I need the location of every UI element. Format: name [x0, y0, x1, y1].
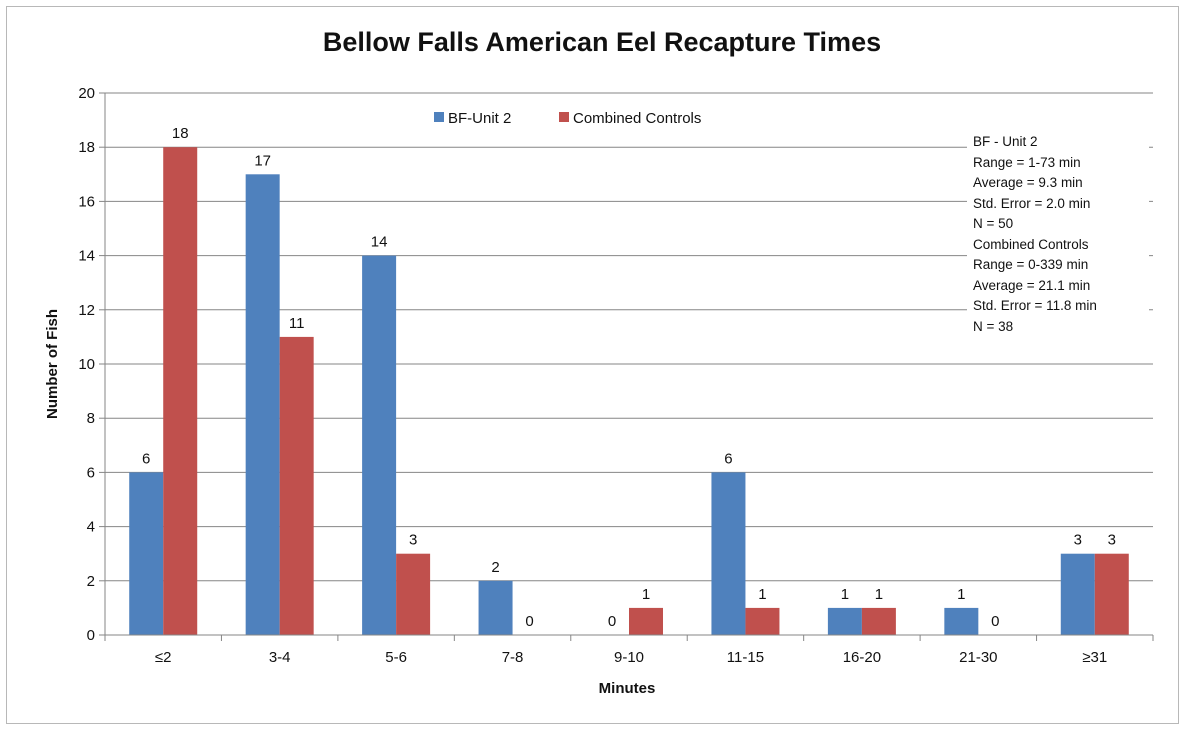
- bar: [711, 472, 746, 635]
- legend-swatch-combined-controls: [559, 112, 569, 122]
- annotation-line: Combined Controls: [973, 237, 1089, 252]
- data-label: 0: [991, 613, 999, 630]
- y-axis-title: Number of Fish: [44, 309, 61, 419]
- legend-label-bf-unit-2: BF-Unit 2: [448, 110, 511, 127]
- y-tick-label: 0: [87, 627, 95, 644]
- x-tick-label: 7-8: [502, 649, 524, 666]
- data-label: 6: [142, 450, 150, 467]
- data-label: 6: [724, 450, 732, 467]
- annotation-line: Average = 9.3 min: [973, 175, 1083, 190]
- bar: [362, 255, 397, 635]
- data-label: 0: [608, 613, 616, 630]
- bar: [629, 607, 663, 635]
- bar: [129, 472, 164, 635]
- x-tick-label: 9-10: [614, 649, 644, 666]
- legend: BF-Unit 2 Combined Controls: [434, 110, 701, 127]
- annotation-line: N = 38: [973, 319, 1013, 334]
- bar: [827, 607, 862, 635]
- bar: [1094, 553, 1129, 635]
- data-label: 1: [758, 586, 766, 603]
- y-tick-label: 18: [78, 139, 95, 156]
- bar: [478, 580, 513, 635]
- y-tick-label: 2: [87, 573, 95, 590]
- x-tick-label: ≥31: [1082, 649, 1107, 666]
- y-tick-label: 4: [87, 519, 95, 536]
- data-label: 3: [1074, 532, 1082, 549]
- bar: [245, 174, 280, 636]
- annotation-line: BF - Unit 2: [973, 134, 1038, 149]
- data-label: 3: [1108, 532, 1116, 549]
- data-label: 17: [254, 152, 271, 169]
- annotation-line: Std. Error = 11.8 min: [973, 298, 1097, 313]
- chart-frame: [6, 6, 1179, 724]
- y-tick-label: 8: [87, 410, 95, 427]
- annotation-line: Std. Error = 2.0 min: [973, 196, 1090, 211]
- annotation-background: [967, 128, 1149, 338]
- x-tick-label: 21-30: [959, 649, 997, 666]
- bar: [944, 607, 979, 635]
- y-tick-label: 10: [78, 356, 95, 373]
- statistics-annotation: BF - Unit 2 Range = 1-73 min Average = 9…: [967, 128, 1149, 338]
- data-label: 1: [875, 586, 883, 603]
- x-tick-label: ≤2: [155, 649, 172, 666]
- x-tick-label: 5-6: [385, 649, 407, 666]
- legend-label-combined-controls: Combined Controls: [573, 110, 701, 127]
- annotation-line: N = 50: [973, 216, 1013, 231]
- data-label: 1: [642, 586, 650, 603]
- bar: [1060, 553, 1095, 635]
- annotation-line: Average = 21.1 min: [973, 278, 1090, 293]
- x-axis-title: Minutes: [599, 680, 656, 697]
- bars: [129, 147, 1129, 636]
- data-label: 1: [957, 586, 965, 603]
- bar: [861, 607, 896, 635]
- y-tick-label: 16: [78, 193, 95, 210]
- data-label: 14: [371, 234, 388, 251]
- data-label: 11: [289, 315, 305, 332]
- y-tick-label: 14: [78, 248, 95, 265]
- data-label: 1: [841, 586, 849, 603]
- data-label: 18: [172, 125, 189, 142]
- data-label: 3: [409, 532, 417, 549]
- data-label: 0: [525, 613, 533, 630]
- data-label: 2: [491, 559, 499, 576]
- y-tick-label: 12: [78, 302, 95, 319]
- x-tick-label: 3-4: [269, 649, 291, 666]
- bar: [163, 147, 198, 635]
- chart-title: Bellow Falls American Eel Recapture Time…: [323, 27, 881, 57]
- bar: [279, 336, 314, 635]
- annotation-line: Range = 0-339 min: [973, 257, 1088, 272]
- bar: [745, 607, 780, 635]
- legend-swatch-bf-unit-2: [434, 112, 444, 122]
- y-tick-label: 20: [78, 85, 95, 102]
- x-tick-label: 16-20: [843, 649, 881, 666]
- x-tick-label: 11-15: [727, 649, 764, 666]
- y-tick-label: 6: [87, 464, 95, 481]
- bar: [396, 553, 431, 635]
- annotation-line: Range = 1-73 min: [973, 155, 1081, 170]
